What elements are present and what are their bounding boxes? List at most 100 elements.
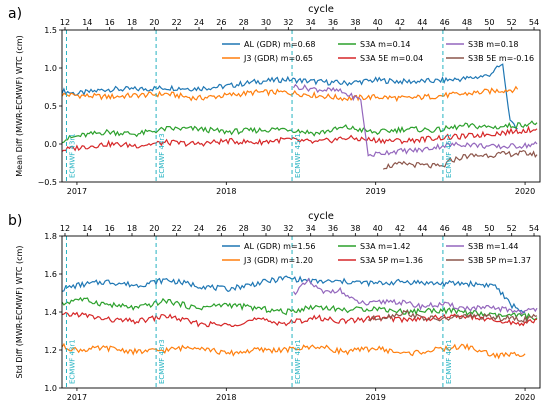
- series-line-0: [62, 63, 518, 130]
- ecmwf-version-label: ECMWF 43r3: [158, 133, 166, 178]
- cycle-tick-label: 14: [82, 224, 92, 233]
- cycle-tick-label: 30: [261, 18, 271, 27]
- y-axis-label: Std Diff (MWR-ECMWF) WTC (cm): [15, 246, 24, 379]
- panel-b: b) 1.0 1.2 1.4 1.6 1.8 Std Diff (MWR-ECMWF) WT…: [8, 211, 541, 402]
- cycle-tick-label: 32: [283, 224, 293, 233]
- legend-entry: S3A m=1.42: [360, 242, 411, 251]
- legend-entry: AL (GDR) m=0.68: [244, 40, 315, 49]
- cycle-tick-label: 48: [462, 18, 472, 27]
- cycle-tick-label: 54: [529, 224, 539, 233]
- series-line-1: [62, 342, 526, 360]
- cycle-tick-label: 22: [172, 224, 182, 233]
- y-tick-label: 1.4: [44, 308, 57, 317]
- legend-entry: J3 (GDR) m=0.65: [243, 54, 313, 63]
- cycle-tick-label: 40: [373, 18, 383, 27]
- x-tick-label: 2020: [515, 393, 535, 402]
- series-line-4: [293, 277, 538, 316]
- x-tick-label: 2019: [366, 393, 386, 402]
- series-line-5: [382, 149, 538, 170]
- cycle-tick-label: 38: [350, 224, 360, 233]
- series-line-5: [367, 309, 538, 324]
- cycle-axis-title: cycle: [308, 211, 334, 222]
- y-tick-label: 1.8: [44, 232, 57, 241]
- cycle-tick-label: 50: [484, 18, 494, 27]
- cycle-tick-label: 54: [529, 18, 539, 27]
- cycle-tick-label: 20: [149, 224, 159, 233]
- cycle-tick-label: 48: [462, 224, 472, 233]
- cycle-tick-label: 30: [261, 224, 271, 233]
- series-line-1: [62, 85, 519, 103]
- cycle-tick-label: 24: [194, 224, 204, 233]
- cycle-tick-label: 42: [395, 224, 405, 233]
- x-tick-label: 2017: [67, 393, 87, 402]
- legend-entry: S3B m=1.44: [468, 242, 519, 251]
- y-tick-label: 1.0: [44, 384, 57, 393]
- cycle-tick-label: 36: [328, 18, 338, 27]
- cycle-tick-label: 14: [82, 18, 92, 27]
- cycle-tick-label: 20: [149, 18, 159, 27]
- series-line-4: [292, 83, 538, 158]
- legend-entry: S3A 5P m=1.36: [360, 256, 423, 265]
- cycle-tick-label: 34: [306, 224, 316, 233]
- series-line-2: [62, 296, 538, 321]
- panel-a: a) −0.5 0.0 0.5 1.0 1.5 Mean Diff (MWR-ECMWF) …: [8, 4, 541, 196]
- cycle-tick-label: 38: [350, 18, 360, 27]
- plot-frame: [61, 29, 541, 183]
- cycle-tick-label: 52: [507, 224, 517, 233]
- cycle-tick-label: 12: [60, 18, 70, 27]
- cycle-tick-label: 50: [484, 224, 494, 233]
- plot-frame: [61, 235, 541, 389]
- cycle-tick-label: 16: [105, 224, 115, 233]
- panel-label: b): [8, 213, 22, 229]
- cycle-tick-label: 42: [395, 18, 405, 27]
- cycle-tick-label: 26: [216, 18, 226, 27]
- cycle-tick-label: 12: [60, 224, 70, 233]
- ecmwf-version-label: ECMWF 45r1: [294, 339, 302, 384]
- y-axis-label: Mean Diff (MWR-ECMWF) WTC (cm): [15, 35, 24, 176]
- x-tick-label: 2020: [515, 187, 535, 196]
- cycle-tick-label: 32: [283, 18, 293, 27]
- series-line-3: [62, 125, 538, 152]
- legend-entry: S3B 5P m=1.37: [468, 256, 531, 265]
- ecmwf-version-label: ECMWF 43r3: [158, 339, 166, 384]
- ecmwf-version-label: ECMWF 45r1: [294, 133, 302, 178]
- cycle-tick-label: 36: [328, 224, 338, 233]
- cycle-tick-label: 28: [239, 224, 249, 233]
- y-tick-label: 1.5: [44, 26, 57, 35]
- x-tick-label: 2018: [216, 393, 236, 402]
- series-line-0: [62, 275, 526, 314]
- cycle-tick-label: 26: [216, 224, 226, 233]
- cycle-tick-label: 40: [373, 224, 383, 233]
- cycle-tick-label: 52: [507, 18, 517, 27]
- y-tick-label: 1.0: [44, 64, 57, 73]
- x-tick-label: 2019: [366, 187, 386, 196]
- cycle-tick-label: 44: [417, 224, 427, 233]
- cycle-tick-label: 46: [440, 18, 450, 27]
- cycle-tick-label: 46: [440, 224, 450, 233]
- ecmwf-version-label: ECMWF 46r1: [445, 339, 453, 384]
- cycle-tick-label: 34: [306, 18, 316, 27]
- cycle-tick-label: 28: [239, 18, 249, 27]
- cycle-tick-label: 24: [194, 18, 204, 27]
- cycle-tick-label: 44: [417, 18, 427, 27]
- cycle-tick-label: 18: [127, 224, 137, 233]
- y-tick-label: 1.2: [44, 346, 57, 355]
- legend-entry: AL (GDR) m=1.56: [244, 242, 315, 251]
- ecmwf-version-label: ECMWF 43r1: [68, 133, 76, 178]
- y-tick-label: −0.5: [38, 178, 57, 187]
- legend-entry: J3 (GDR) m=1.20: [243, 256, 313, 265]
- cycle-tick-label: 22: [172, 18, 182, 27]
- ecmwf-version-label: ECMWF 46r1: [445, 133, 453, 178]
- y-tick-label: 0.0: [44, 140, 57, 149]
- cycle-axis-title: cycle: [308, 4, 334, 15]
- legend-entry: S3A m=0.14: [360, 40, 411, 49]
- ecmwf-version-label: ECMWF 43r1: [68, 339, 76, 384]
- legend-entry: S3B m=0.18: [468, 40, 519, 49]
- cycle-tick-label: 18: [127, 18, 137, 27]
- y-tick-label: 0.5: [44, 102, 57, 111]
- panel-label: a): [8, 6, 22, 22]
- legend-entry: S3A 5E m=0.04: [360, 54, 423, 63]
- y-tick-label: 1.6: [44, 270, 57, 279]
- x-tick-label: 2017: [67, 187, 87, 196]
